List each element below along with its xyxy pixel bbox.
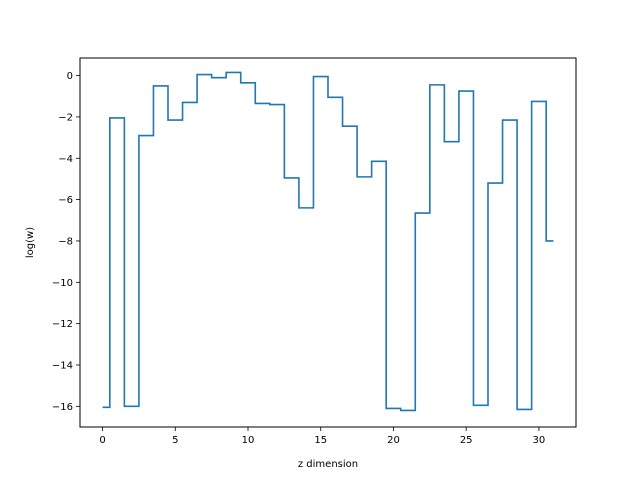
y-tick-label: −4 xyxy=(58,154,73,165)
y-tick-label: −6 xyxy=(58,195,73,206)
y-axis-ticks: 0 −2 −4 −6 −8 −10 −12 −14 −16 xyxy=(52,71,80,413)
y-tick-label: −10 xyxy=(52,278,73,289)
y-tick-label: −14 xyxy=(52,360,73,371)
y-tick-label: −12 xyxy=(52,319,73,330)
series-line xyxy=(102,71,554,412)
x-tick-label: 15 xyxy=(314,435,327,446)
y-tick-label: −16 xyxy=(52,402,73,413)
x-tick-label: 20 xyxy=(387,435,400,446)
y-tick-label: −2 xyxy=(58,112,73,123)
plot-frame xyxy=(79,57,577,428)
x-axis-ticks: 0 5 10 15 20 25 30 xyxy=(99,427,545,446)
x-tick-label: 5 xyxy=(172,435,178,446)
x-tick-label: 30 xyxy=(533,435,546,446)
x-tick-label: 10 xyxy=(242,435,255,446)
y-tick-label: 0 xyxy=(67,71,73,82)
y-axis-label: log(w) xyxy=(25,227,36,258)
x-tick-label: 25 xyxy=(460,435,473,446)
x-axis-label: z dimension xyxy=(298,459,358,470)
x-tick-label: 0 xyxy=(99,435,105,446)
y-tick-label: −8 xyxy=(58,236,73,247)
